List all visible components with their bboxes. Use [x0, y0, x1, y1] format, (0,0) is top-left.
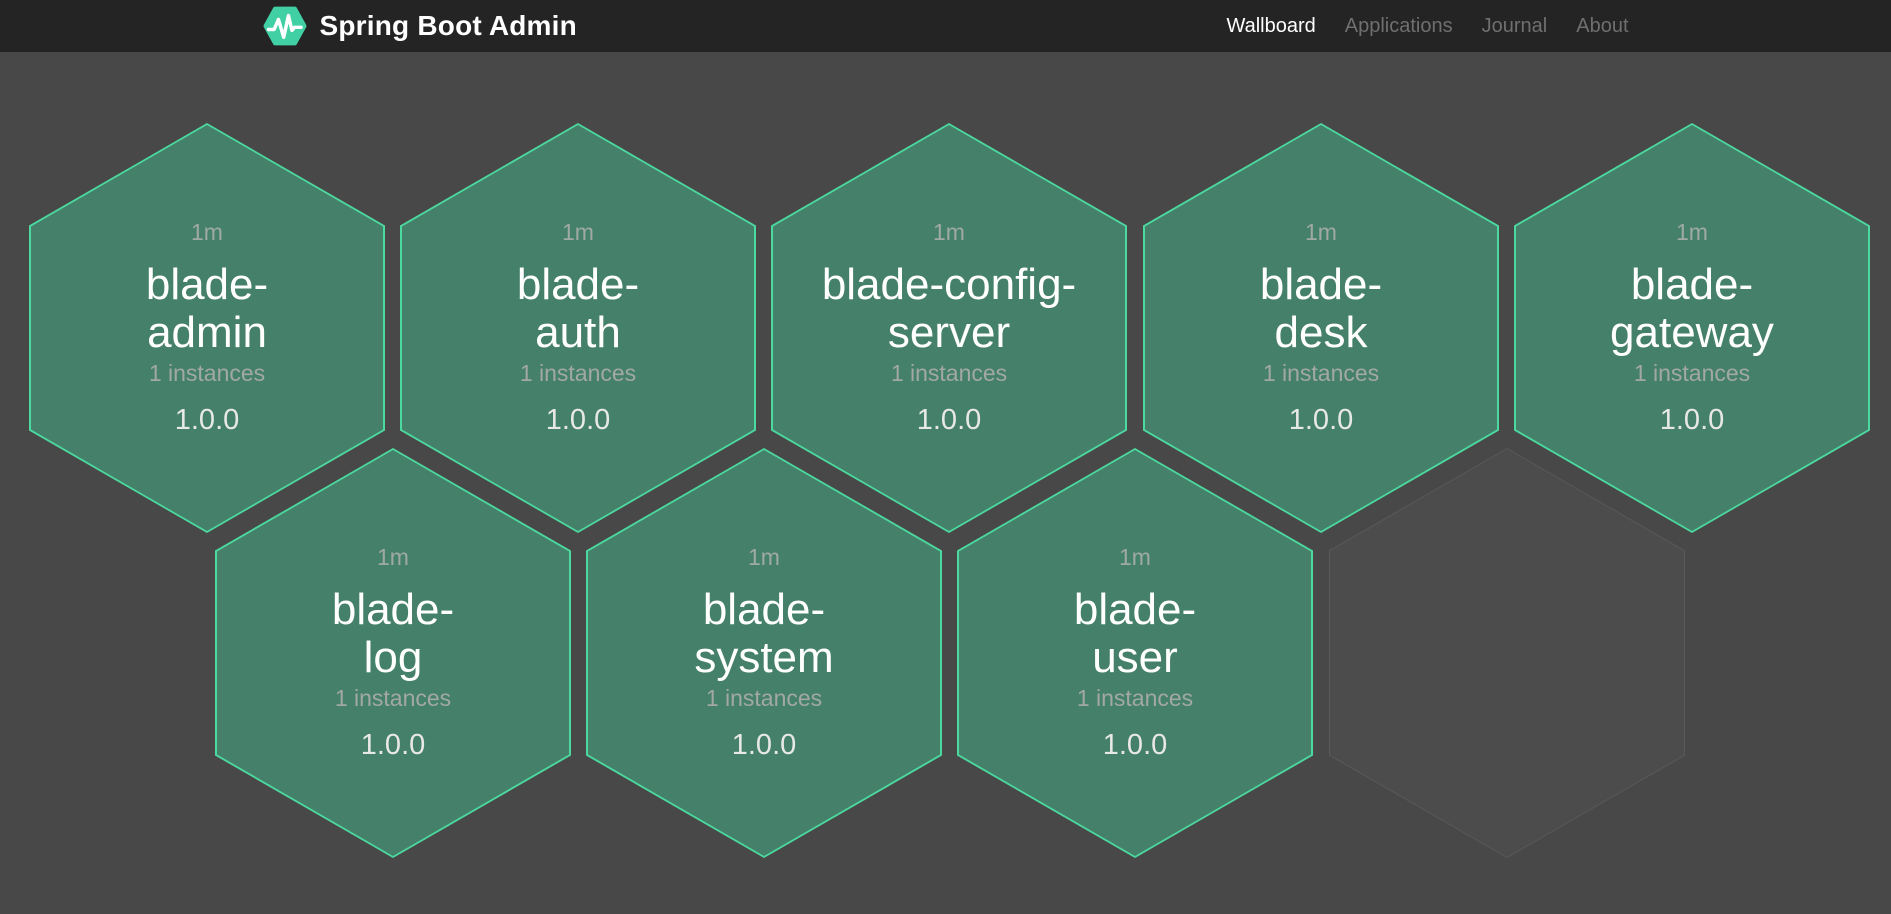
uptime-label: 1m [1676, 218, 1708, 245]
navbar-container: Spring Boot Admin Wallboard Applications… [262, 0, 1629, 52]
nav-item-about[interactable]: About [1576, 14, 1629, 37]
instances-label: 1 instances [1262, 360, 1380, 387]
application-name: blade-gateway [1610, 259, 1774, 357]
tile-content: 1m blade-gateway 1 instances 1.0.0 [1514, 123, 1870, 533]
tile-content: 1m blade-config-server 1 instances 1.0.0 [771, 123, 1127, 533]
version-label: 1.0.0 [1102, 729, 1168, 762]
nav-item-journal[interactable]: Journal [1481, 14, 1548, 37]
empty-hex-slot [1329, 448, 1685, 858]
hexagon-fill [1330, 449, 1684, 857]
hexagon-fill [588, 450, 940, 856]
application-name: blade-system [694, 584, 834, 682]
app-tile-blade-admin[interactable]: 1m blade-admin 1 instances 1.0.0 [29, 123, 385, 533]
application-name: blade-config-server [821, 259, 1077, 357]
uptime-label: 1m [748, 543, 780, 570]
uptime-label: 1m [191, 218, 223, 245]
version-label: 1.0.0 [545, 404, 611, 437]
version-label: 1.0.0 [731, 729, 797, 762]
top-navbar: Spring Boot Admin Wallboard Applications… [0, 0, 1891, 52]
version-label: 1.0.0 [1288, 404, 1354, 437]
uptime-label: 1m [1305, 218, 1337, 245]
brand[interactable]: Spring Boot Admin [262, 6, 577, 46]
app-tile-blade-desk[interactable]: 1m blade-desk 1 instances 1.0.0 [1143, 123, 1499, 533]
nav-item-applications[interactable]: Applications [1344, 14, 1453, 37]
application-name: blade-desk [1259, 259, 1383, 357]
application-name: blade-admin [145, 259, 269, 357]
tile-content: 1m blade-desk 1 instances 1.0.0 [1143, 123, 1499, 533]
app-tile-blade-system[interactable]: 1m blade-system 1 instances 1.0.0 [586, 448, 942, 858]
spring-boot-admin-logo-icon [262, 6, 307, 46]
app-title: Spring Boot Admin [319, 10, 577, 41]
app-tile-blade-auth[interactable]: 1m blade-auth 1 instances 1.0.0 [400, 123, 756, 533]
app-tile-blade-user[interactable]: 1m blade-user 1 instances 1.0.0 [957, 448, 1313, 858]
uptime-label: 1m [1119, 543, 1151, 570]
tile-content: 1m blade-auth 1 instances 1.0.0 [400, 123, 756, 533]
version-label: 1.0.0 [916, 404, 982, 437]
uptime-label: 1m [377, 543, 409, 570]
instances-label: 1 instances [1076, 685, 1194, 712]
instances-label: 1 instances [705, 685, 823, 712]
tile-content: 1m blade-system 1 instances 1.0.0 [586, 448, 942, 858]
instances-label: 1 instances [334, 685, 452, 712]
app-tile-blade-config-server[interactable]: 1m blade-config-server 1 instances 1.0.0 [771, 123, 1127, 533]
app-tile-blade-log[interactable]: 1m blade-log 1 instances 1.0.0 [215, 448, 571, 858]
application-name: blade-auth [516, 259, 640, 357]
tile-content: 1m blade-admin 1 instances 1.0.0 [29, 123, 385, 533]
nav-item-wallboard[interactable]: Wallboard [1226, 14, 1316, 37]
application-name: blade-log [331, 584, 455, 682]
instances-label: 1 instances [890, 360, 1008, 387]
version-label: 1.0.0 [1659, 404, 1725, 437]
uptime-label: 1m [933, 218, 965, 245]
app-tile-blade-gateway[interactable]: 1m blade-gateway 1 instances 1.0.0 [1514, 123, 1870, 533]
tile-content: 1m blade-user 1 instances 1.0.0 [957, 448, 1313, 858]
version-label: 1.0.0 [174, 404, 240, 437]
uptime-label: 1m [562, 218, 594, 245]
instances-label: 1 instances [1633, 360, 1751, 387]
main-nav: Wallboard Applications Journal About [1197, 15, 1628, 38]
tile-content: 1m blade-log 1 instances 1.0.0 [215, 448, 571, 858]
version-label: 1.0.0 [360, 729, 426, 762]
instances-label: 1 instances [148, 360, 266, 387]
application-name: blade-user [1073, 584, 1197, 682]
instances-label: 1 instances [519, 360, 637, 387]
wallboard: 1m blade-admin 1 instances 1.0.0 1m blad… [0, 52, 1891, 914]
pulse-icon [266, 13, 303, 40]
hexagon-fill [217, 450, 569, 856]
